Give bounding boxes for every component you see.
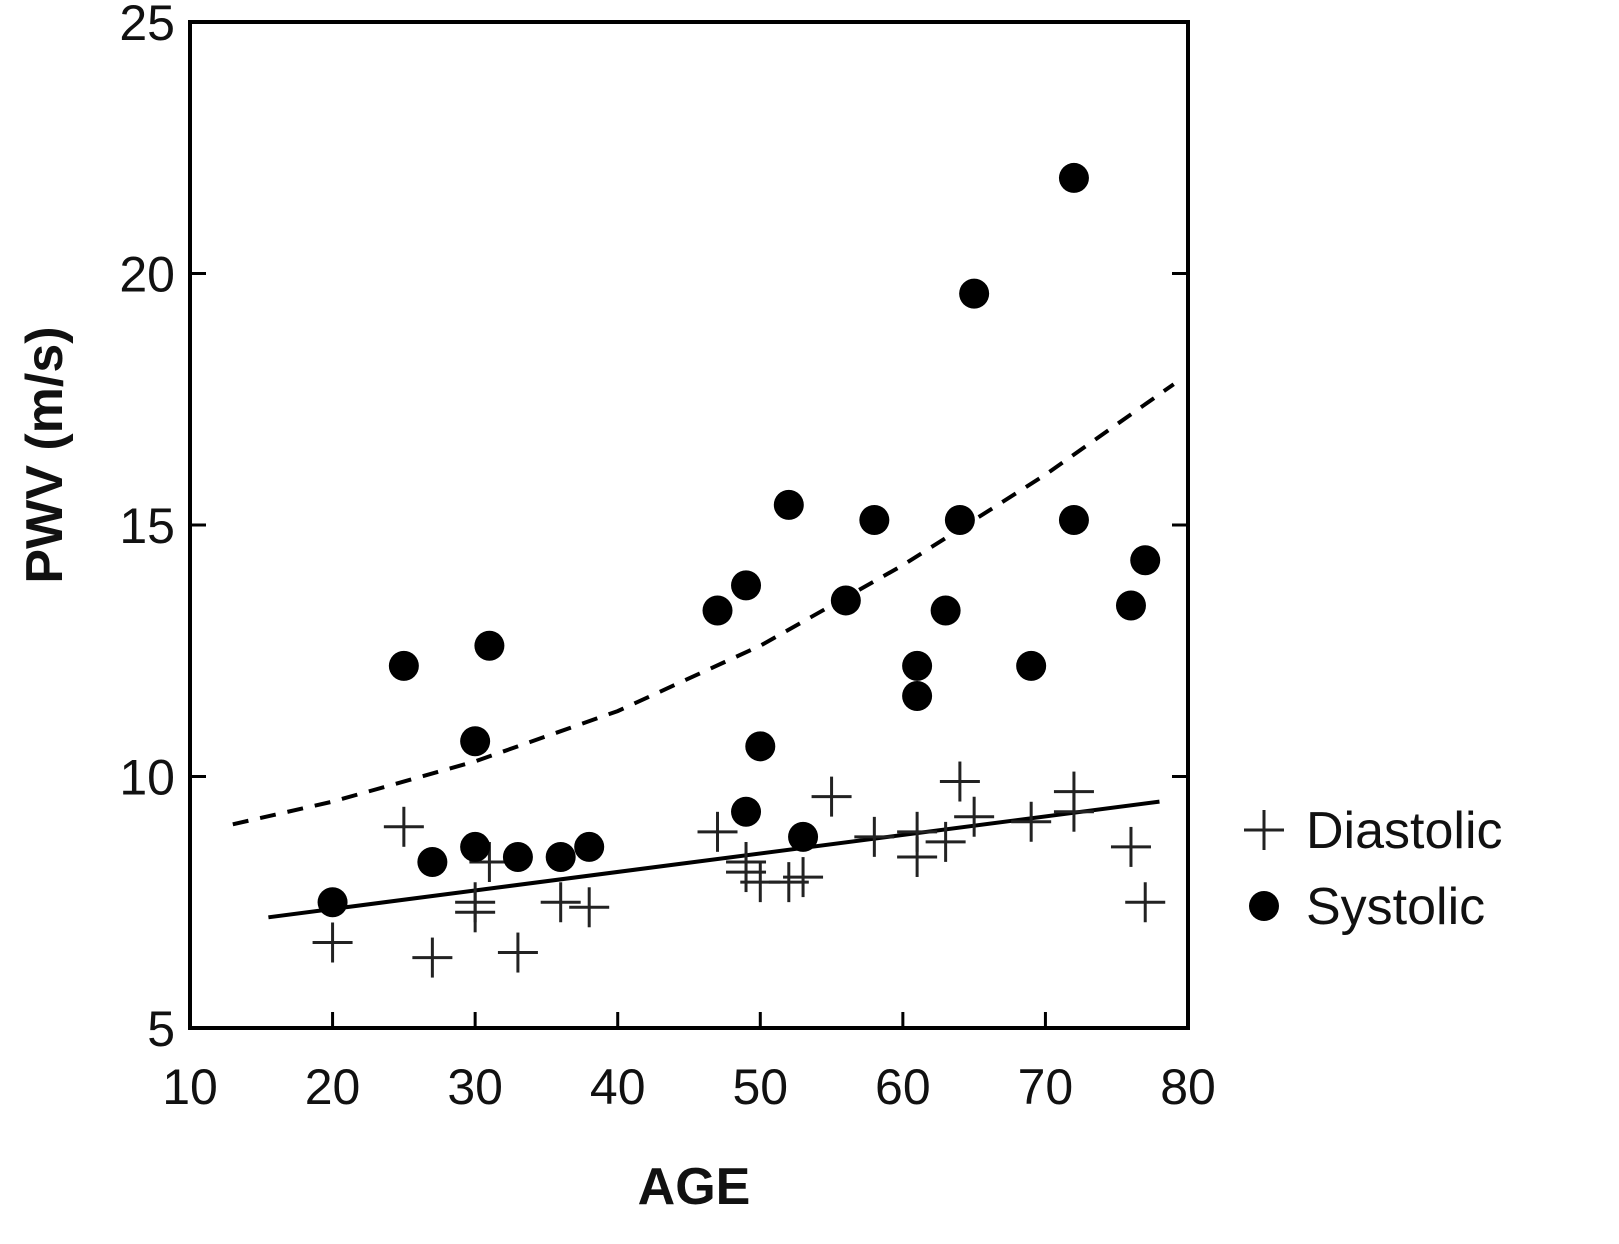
plot-frame <box>188 20 1190 1030</box>
diastolic-point <box>783 857 824 898</box>
diastolic-point <box>1125 882 1166 923</box>
systolic-point <box>902 681 933 712</box>
systolic-point <box>731 796 762 827</box>
diastolic-point <box>412 937 453 978</box>
y-tick-label: 5 <box>147 1001 175 1057</box>
x-tick-label: 20 <box>305 1059 361 1115</box>
systolic-point <box>460 726 491 757</box>
legend-label-diastolic: Diastolic <box>1306 802 1503 860</box>
systolic-point <box>902 650 933 681</box>
diastolic-point <box>854 816 895 857</box>
diastolic-fit-line <box>268 799 1160 920</box>
y-axis-title: PWV (m/s) <box>16 326 74 583</box>
diastolic-point <box>383 806 424 847</box>
diastolic-point <box>1053 791 1094 832</box>
y-tick-label: 15 <box>119 498 175 554</box>
diastolic-point <box>697 811 738 852</box>
diastolic-point <box>939 761 980 802</box>
legend-label-systolic: Systolic <box>1306 878 1485 936</box>
x-tick-label: 70 <box>1018 1059 1074 1115</box>
systolic-point <box>474 630 505 661</box>
systolic-point <box>930 595 961 626</box>
x-tick-label: 60 <box>875 1059 931 1115</box>
x-tick-label: 10 <box>162 1059 218 1115</box>
diastolic-point <box>897 836 938 877</box>
systolic-point <box>859 504 890 535</box>
systolic-point <box>702 595 733 626</box>
x-axis-title: AGE <box>638 1158 751 1216</box>
legend-marker-systolic <box>1249 891 1279 921</box>
systolic-point <box>1130 545 1161 576</box>
diastolic-point <box>569 887 610 928</box>
systolic-point <box>545 841 576 872</box>
systolic-point <box>574 831 605 862</box>
diastolic-point <box>455 892 496 933</box>
diastolic-point <box>540 882 581 923</box>
systolic-point <box>1115 590 1146 621</box>
systolic-point <box>502 841 533 872</box>
data-points <box>312 162 1166 978</box>
systolic-point <box>944 504 975 535</box>
diastolic-point <box>312 922 353 963</box>
systolic-point <box>959 278 990 309</box>
diastolic-point <box>925 821 966 862</box>
diastolic-point <box>954 796 995 837</box>
x-tick-label: 80 <box>1160 1059 1216 1115</box>
diastolic-point <box>1110 826 1151 867</box>
diastolic-point <box>1011 801 1052 842</box>
systolic-point <box>460 831 491 862</box>
fit-lines <box>232 382 1175 920</box>
systolic-point <box>1016 650 1047 681</box>
legend: Diastolic Systolic <box>1244 802 1503 936</box>
systolic-point <box>388 650 419 681</box>
systolic-point <box>788 821 819 852</box>
systolic-point <box>830 585 861 616</box>
systolic-fit-curve <box>232 382 1175 827</box>
systolic-point <box>745 731 776 762</box>
x-tick-label: 50 <box>732 1059 788 1115</box>
systolic-point <box>417 847 448 878</box>
legend-marker-diastolic <box>1244 810 1284 850</box>
systolic-point <box>317 887 348 918</box>
y-tick-label: 10 <box>119 750 175 806</box>
systolic-point <box>1058 504 1089 535</box>
x-tick-label: 40 <box>590 1059 646 1115</box>
systolic-point <box>773 489 804 520</box>
diastolic-point <box>497 932 538 973</box>
diastolic-point <box>811 776 852 817</box>
systolic-point <box>731 570 762 601</box>
systolic-point <box>1058 162 1089 193</box>
y-tick-label: 20 <box>119 247 175 303</box>
x-tick-label: 30 <box>447 1059 503 1115</box>
y-tick-label: 25 <box>119 0 175 51</box>
